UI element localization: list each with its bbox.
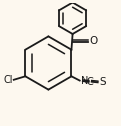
Text: Cl: Cl bbox=[4, 75, 13, 85]
Text: S: S bbox=[99, 77, 106, 87]
Text: O: O bbox=[89, 36, 97, 46]
Text: C: C bbox=[87, 77, 94, 87]
Text: N: N bbox=[81, 76, 88, 86]
